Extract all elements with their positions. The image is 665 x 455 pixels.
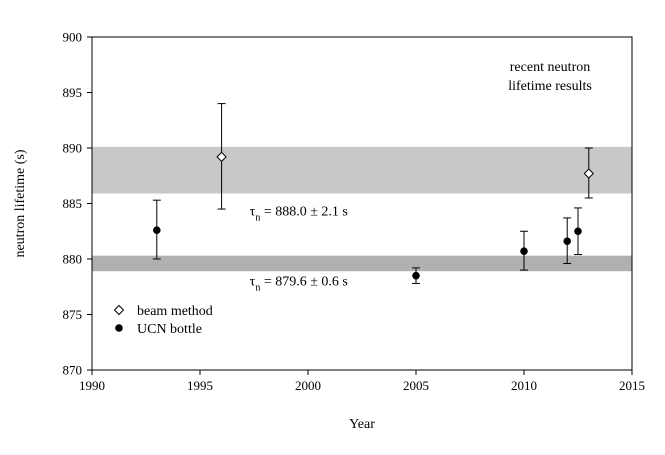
band-label-1: τn = 879.6 ± 0.6 s [250, 275, 348, 294]
x-tick-label-1995: 1995 [187, 378, 213, 393]
band-label-0-value: = 888.0 ± 2.1 s [260, 205, 348, 220]
legend-label-beam-method: beam method [137, 304, 213, 319]
x-tick-label-2010: 2010 [511, 378, 537, 393]
ucn-point-1-marker [412, 271, 420, 280]
annotation-line-2: lifetime results [508, 79, 592, 94]
band-1 [92, 255, 632, 272]
band-label-1-value: = 879.6 ± 0.6 s [260, 275, 348, 290]
band-label-1-symbol: τ [250, 275, 256, 290]
y-tick-label-870: 870 [63, 363, 83, 378]
ucn-point-0-marker [153, 226, 161, 234]
annotation-line-1: recent neutron [510, 60, 590, 75]
y-tick-label-875: 875 [63, 307, 83, 322]
y-tick-label-885: 885 [63, 196, 83, 211]
x-axis-label: Year [349, 417, 375, 432]
x-tick-label-1990: 1990 [79, 378, 105, 393]
band-label-0: τn = 888.0 ± 2.1 s [250, 205, 348, 224]
x-tick-label-2000: 2000 [295, 378, 321, 393]
band-label-0-subscript: n [255, 213, 260, 224]
ucn-point-2-marker [520, 247, 528, 256]
y-tick-label-880: 880 [63, 252, 83, 267]
x-tick-label-2015: 2015 [619, 378, 645, 393]
legend: beam method UCN bottle [113, 304, 213, 337]
y-tick-label-900: 900 [63, 30, 83, 45]
y-tick-label-890: 890 [63, 141, 83, 156]
band-labels-layer: τn = 888.0 ± 2.1 sτn = 879.6 ± 0.6 s [250, 205, 348, 294]
beam-point-0-marker [216, 151, 227, 163]
legend-marker-beam-method [113, 304, 125, 316]
legend-label-ucn-bottle: UCN bottle [137, 322, 202, 337]
band-label-1-subscript: n [255, 283, 260, 294]
y-tick-label-895: 895 [63, 85, 83, 100]
y-axis-label: neutron lifetime (s) [13, 149, 28, 257]
ucn-point-4-marker [574, 227, 582, 236]
beam-point-1-marker [583, 168, 595, 179]
legend-marker-ucn-bottle [115, 324, 123, 332]
band-0 [92, 146, 632, 194]
ucn-point-3-marker [563, 237, 571, 246]
markers-layer [152, 103, 595, 284]
ticks-layer: 1990 1995 2000 2005 2010 2015 870 875 880 885 890 8… [63, 30, 646, 394]
x-tick-label-2005: 2005 [403, 378, 429, 393]
bands-layer [92, 146, 632, 272]
band-label-0-symbol: τ [250, 205, 256, 220]
